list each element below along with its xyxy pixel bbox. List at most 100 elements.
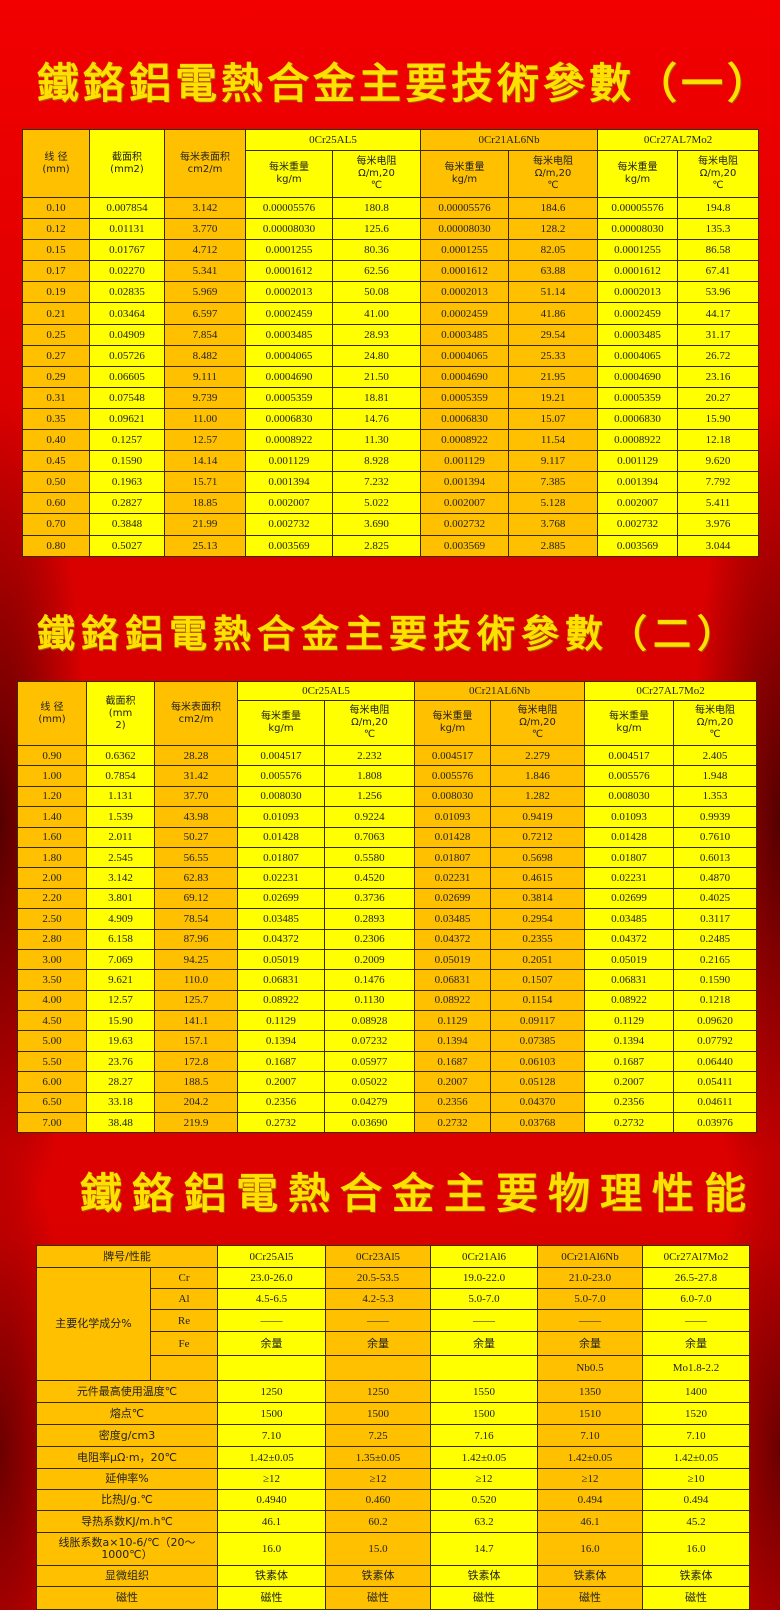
table-cell: 125.7 bbox=[154, 989, 238, 1012]
table-cell: 37.70 bbox=[154, 785, 238, 808]
header-row: 每米重量 kg/m 每米电阻 Ω/m,20 ℃ 每米重量 kg/m 每米电阻 Ω/m,… bbox=[18, 700, 758, 746]
property-row: 显微组织 铁素体 铁素体 铁素体 铁素体 铁素体 bbox=[36, 1565, 750, 1587]
table-cell: 0.05726 bbox=[89, 344, 165, 367]
table-cell: 0.002007 bbox=[420, 492, 510, 515]
header-weight-per-meter: 每米重量 kg/m bbox=[597, 150, 679, 198]
property-label: 线胀系数a×10-6/℃（20～ 1000℃） bbox=[36, 1532, 218, 1566]
table-cell: 0.12 bbox=[22, 218, 90, 241]
header-row: 线 径 (mm) 截面积 (mm 2) 每米表面积 cm2/m 0Cr25AL5 0Cr… bbox=[17, 681, 758, 746]
header-section-area: 截面积 (mm2) bbox=[89, 129, 165, 198]
table-cell: 磁性 bbox=[537, 1586, 643, 1610]
table-cell: 铁素体 bbox=[537, 1565, 643, 1587]
table-cell: 9.620 bbox=[677, 450, 760, 473]
table-cell: 0.3736 bbox=[323, 887, 416, 910]
table-cell: 0.29 bbox=[22, 365, 90, 388]
table-cell: 0.6362 bbox=[86, 744, 155, 767]
table-cell: 0.00005576 bbox=[597, 196, 679, 220]
table-cell: 82.05 bbox=[508, 239, 599, 262]
table-cell: 12.18 bbox=[677, 429, 760, 452]
table-row: 0.17 0.02270 5.341 0.0001612 62.56 0.0001612 6… bbox=[22, 260, 760, 283]
table-row: 0.45 0.1590 14.14 0.001129 8.928 0.001129 9.11… bbox=[22, 450, 760, 473]
table-cell: 0.0001255 bbox=[597, 239, 679, 262]
table-cell: 0.01093 bbox=[584, 806, 675, 828]
chem-element: Cr bbox=[150, 1267, 218, 1289]
table-cell: ≥12 bbox=[217, 1468, 326, 1490]
chem-row: Fe 余量 余量 余量 余量 余量 bbox=[37, 1331, 750, 1356]
table-cell: 0.09621 bbox=[89, 407, 165, 431]
table-cell: 0.2051 bbox=[490, 948, 586, 971]
table-cell: 2.825 bbox=[331, 534, 422, 557]
table-cell: 15.0 bbox=[325, 1532, 431, 1566]
property-row: 导热系数KJ/m.h℃ 46.1 60.2 63.2 46.1 45.2 bbox=[36, 1510, 750, 1533]
table-row: 1.80 2.545 56.55 0.01807 0.5580 0.01807 0.5698… bbox=[17, 846, 758, 869]
table-row: 0.60 0.2827 18.85 0.002007 5.022 0.002007 5.12… bbox=[22, 492, 760, 515]
table-cell: 45.2 bbox=[642, 1510, 750, 1533]
table-cell: 0.6013 bbox=[673, 846, 758, 869]
table-cell: 0.1687 bbox=[584, 1050, 675, 1073]
table-cell: 3.044 bbox=[677, 534, 760, 557]
table-cell: 余量 bbox=[537, 1331, 643, 1356]
table-row: 3.00 7.069 94.25 0.05019 0.2009 0.05019 0.2051… bbox=[17, 948, 758, 971]
table-cell: 0.2007 bbox=[237, 1071, 325, 1093]
table-cell: 0.1687 bbox=[414, 1050, 492, 1073]
table-cell: 0.07548 bbox=[89, 386, 165, 409]
table-cell: 0.004517 bbox=[237, 744, 325, 767]
table-cell: 0.00008030 bbox=[245, 218, 333, 241]
table-cell: 0.003569 bbox=[420, 534, 510, 557]
table-cell: 0.0008922 bbox=[245, 429, 333, 452]
table-cell: 2.279 bbox=[490, 744, 586, 767]
table-cell: 0.520 bbox=[430, 1489, 538, 1511]
table-cell: 0.1257 bbox=[89, 429, 165, 452]
table-cell: 2.545 bbox=[86, 846, 155, 869]
bottom-strip bbox=[0, 1610, 780, 1614]
property-label: 磁性 bbox=[36, 1586, 218, 1610]
table-cell: 0.1590 bbox=[673, 969, 758, 991]
table-cell: 0.04372 bbox=[414, 928, 492, 950]
table-cell: 0.01093 bbox=[237, 806, 325, 828]
table-cell: 0.003569 bbox=[245, 534, 333, 557]
table-cell bbox=[217, 1355, 326, 1381]
table-cell: 4.00 bbox=[17, 989, 87, 1012]
table-cell: 1.256 bbox=[323, 785, 416, 808]
table-cell: 0.2893 bbox=[323, 908, 416, 930]
title-params-2: 鐵鉻鋁電熱合金主要技術參數（二） bbox=[37, 611, 742, 656]
table-row: 2.00 3.142 62.83 0.02231 0.4520 0.02231 0.4615… bbox=[17, 867, 758, 889]
table-cell: 0.002732 bbox=[245, 513, 333, 536]
table-cell: 4.712 bbox=[164, 239, 246, 262]
table-cell: 0.31 bbox=[22, 386, 90, 409]
table-cell: 7.069 bbox=[86, 948, 155, 971]
table-cell: 31.17 bbox=[677, 323, 760, 346]
chem-composition-label: 主要化学成分% bbox=[36, 1267, 151, 1381]
table-cell: 8.482 bbox=[164, 344, 246, 367]
table-cell: 0.05411 bbox=[673, 1071, 758, 1093]
table-cell: 0.002732 bbox=[597, 513, 679, 536]
table-cell: 0.2356 bbox=[237, 1091, 325, 1114]
table-cell: 63.2 bbox=[430, 1510, 538, 1533]
table-cell: 16.0 bbox=[537, 1532, 643, 1566]
property-row: 比热J/g.℃ 0.4940 0.460 0.520 0.494 0.494 bbox=[36, 1489, 750, 1511]
table-cell: 28.28 bbox=[154, 744, 238, 767]
header-resistance-per-meter: 每米电阻 Ω/m,20 ℃ bbox=[490, 700, 586, 746]
table-cell: 0.00008030 bbox=[420, 218, 510, 241]
table-cell: 0.2007 bbox=[414, 1071, 492, 1093]
table-cell: 7.00 bbox=[17, 1112, 87, 1134]
table-cell: 0.0005359 bbox=[245, 386, 333, 409]
table-cell: 0.1129 bbox=[584, 1010, 675, 1032]
table-cell: 0.1154 bbox=[490, 989, 586, 1012]
table-cell: 2.20 bbox=[17, 887, 87, 910]
table-cell: 0.460 bbox=[325, 1489, 431, 1511]
chem-element: Re bbox=[150, 1309, 218, 1332]
table-cell: 125.6 bbox=[331, 218, 422, 241]
table-cell: 1.846 bbox=[490, 765, 586, 787]
table-cell: 0.2356 bbox=[414, 1091, 492, 1114]
table-cell: 0.02699 bbox=[414, 887, 492, 910]
table-cell: 5.0-7.0 bbox=[537, 1288, 643, 1310]
table-cell: 0.1394 bbox=[414, 1030, 492, 1052]
table-cell: 0.7610 bbox=[673, 826, 758, 848]
header-alloy-group: 0Cr27AL7Mo2 bbox=[597, 129, 760, 151]
table-cell: 9.117 bbox=[508, 450, 599, 473]
table-cell: 0.005576 bbox=[237, 765, 325, 787]
table-cell: 0.0004690 bbox=[597, 365, 679, 388]
table-cell: 0.03485 bbox=[237, 908, 325, 930]
table-cell: 0.05022 bbox=[323, 1071, 416, 1093]
